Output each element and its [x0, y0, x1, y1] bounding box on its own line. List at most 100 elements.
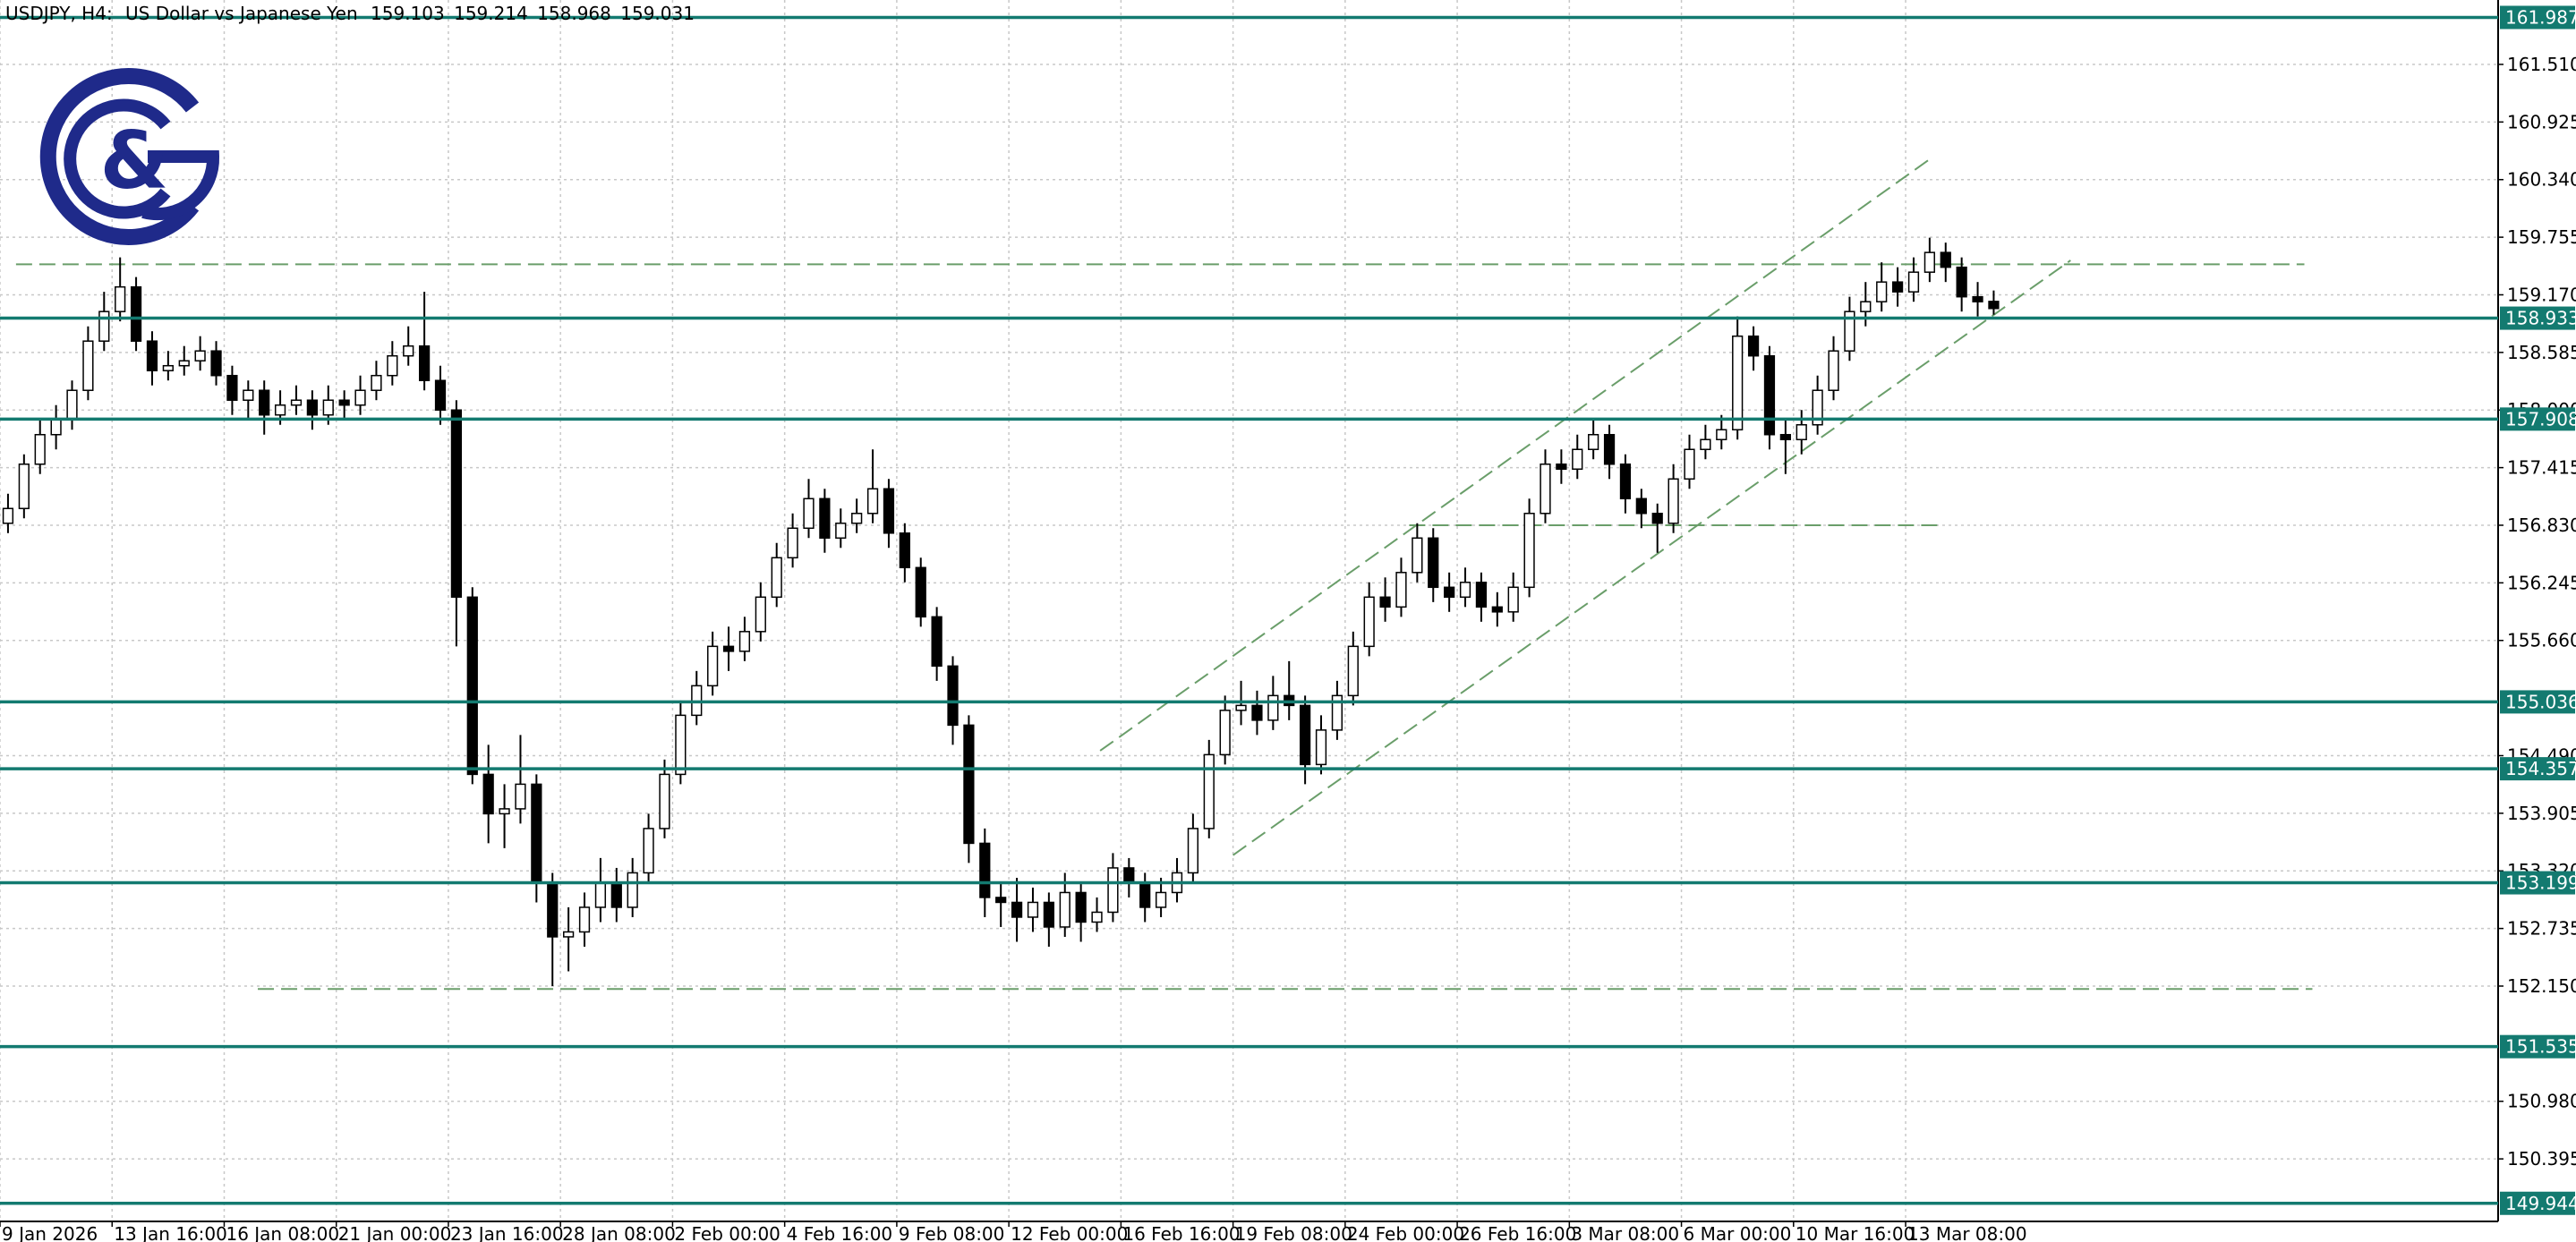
candle-body: [627, 872, 638, 908]
x-tick-label: 10 Mar 16:00: [1796, 1223, 1915, 1242]
candle-body: [1523, 513, 1535, 589]
candle-body: [1972, 295, 1983, 302]
level-label: 157.908: [2505, 408, 2576, 430]
candle-body: [1779, 433, 1791, 440]
header: USDJPY, H4: US Dollar vs Japanese Yen 15…: [5, 3, 695, 24]
candle-body: [1363, 596, 1375, 648]
level-label: 154.357: [2505, 758, 2576, 779]
level-label-box: [2500, 757, 2575, 781]
candle-body: [34, 433, 46, 465]
candle-body: [1459, 582, 1471, 599]
candle-body: [162, 364, 174, 371]
logo-amp: &: [100, 115, 169, 207]
x-tick-label: 2 Feb 00:00: [674, 1223, 780, 1242]
candle-body: [371, 374, 382, 391]
candle-body: [1300, 704, 1311, 766]
candle-body: [226, 374, 238, 401]
candle-body: [322, 399, 334, 416]
x-tick-label: 24 Feb 00:00: [1347, 1223, 1464, 1242]
candle-body: [1668, 478, 1679, 524]
candle-body: [2, 507, 14, 524]
candle-body: [115, 285, 126, 312]
candle-body: [866, 488, 879, 515]
y-tick-label: 150.980: [2507, 1091, 2576, 1112]
logo: &: [39, 68, 220, 245]
x-tick-label: 9 Feb 08:00: [899, 1223, 1005, 1242]
candle-body: [787, 527, 798, 559]
candle-body: [643, 828, 654, 874]
low: 158.968: [537, 3, 611, 24]
candle-body: [1187, 828, 1198, 874]
level-label-box: [2500, 1034, 2575, 1059]
candle-body: [1956, 266, 1967, 298]
candle-body: [1556, 464, 1567, 471]
candle-body: [1700, 438, 1711, 450]
candle-body: [178, 360, 190, 367]
candle-body: [835, 523, 847, 540]
candle-body: [819, 498, 831, 540]
candle-body: [450, 409, 463, 599]
logo-ring: [39, 68, 200, 245]
candle-body: [466, 596, 478, 776]
candle-body: [1219, 710, 1231, 756]
candle-body: [1491, 606, 1503, 613]
candle-body: [243, 389, 254, 401]
candle-body: [1812, 389, 1823, 426]
candle-body: [194, 350, 206, 362]
candle-body: [1075, 891, 1087, 923]
candle-body: [1155, 891, 1167, 908]
candle-body: [1828, 350, 1839, 391]
y-tick-label: 160.340: [2507, 169, 2576, 191]
candle-body: [899, 532, 910, 569]
level-label: 153.199: [2505, 872, 2576, 894]
candle-body: [1684, 448, 1695, 481]
x-tick-label: 4 Feb 16:00: [787, 1223, 893, 1242]
y-tick-label: 153.905: [2507, 803, 2576, 824]
candle-body: [1395, 572, 1407, 608]
candle-body: [915, 566, 926, 618]
candle-body: [1331, 694, 1343, 731]
level-label: 158.933: [2505, 308, 2576, 329]
candle-body: [947, 665, 959, 727]
x-tick-label: 16 Feb 16:00: [1122, 1223, 1240, 1242]
candle-body: [531, 783, 542, 884]
candle-body: [18, 464, 30, 510]
y-tick-label: 156.830: [2507, 515, 2576, 536]
candle-body: [1011, 901, 1023, 918]
candle-body: [1428, 537, 1439, 589]
level-label: 149.944: [2505, 1193, 2576, 1214]
candle-body: [1507, 586, 1519, 613]
candle-body: [403, 345, 414, 357]
candle-body: [707, 645, 719, 687]
level-label: 161.987: [2505, 6, 2576, 28]
candle-body: [1651, 513, 1663, 524]
x-tick-label: 21 Jan 00:00: [338, 1223, 452, 1242]
candle-body: [1747, 335, 1760, 357]
candle-body: [1572, 448, 1583, 471]
candle-body: [259, 389, 270, 416]
candle-body: [1107, 867, 1119, 914]
candle-body: [979, 842, 991, 898]
y-tick-label: 150.395: [2507, 1148, 2576, 1170]
x-tick-label: 12 Feb 00:00: [1011, 1223, 1128, 1242]
y-tick-label: 159.170: [2507, 284, 2576, 305]
candle-body: [482, 773, 494, 815]
candle-body: [755, 596, 766, 633]
level-label: 155.036: [2505, 691, 2576, 712]
candle-body: [1475, 582, 1488, 608]
candle-body: [1891, 281, 1904, 293]
symbol: USDJPY, H4:: [5, 3, 113, 24]
candle-body: [434, 379, 447, 411]
x-tick-label: 3 Mar 08:00: [1571, 1223, 1679, 1242]
candle-body: [1619, 464, 1632, 500]
trendline: [1099, 156, 1934, 752]
candle-body: [515, 783, 526, 810]
candle-body: [547, 881, 559, 938]
candle-body: [306, 399, 318, 416]
candle-body: [1907, 271, 1920, 293]
candle-body: [738, 631, 751, 652]
candle-body: [771, 557, 782, 599]
candle-body: [499, 808, 510, 815]
